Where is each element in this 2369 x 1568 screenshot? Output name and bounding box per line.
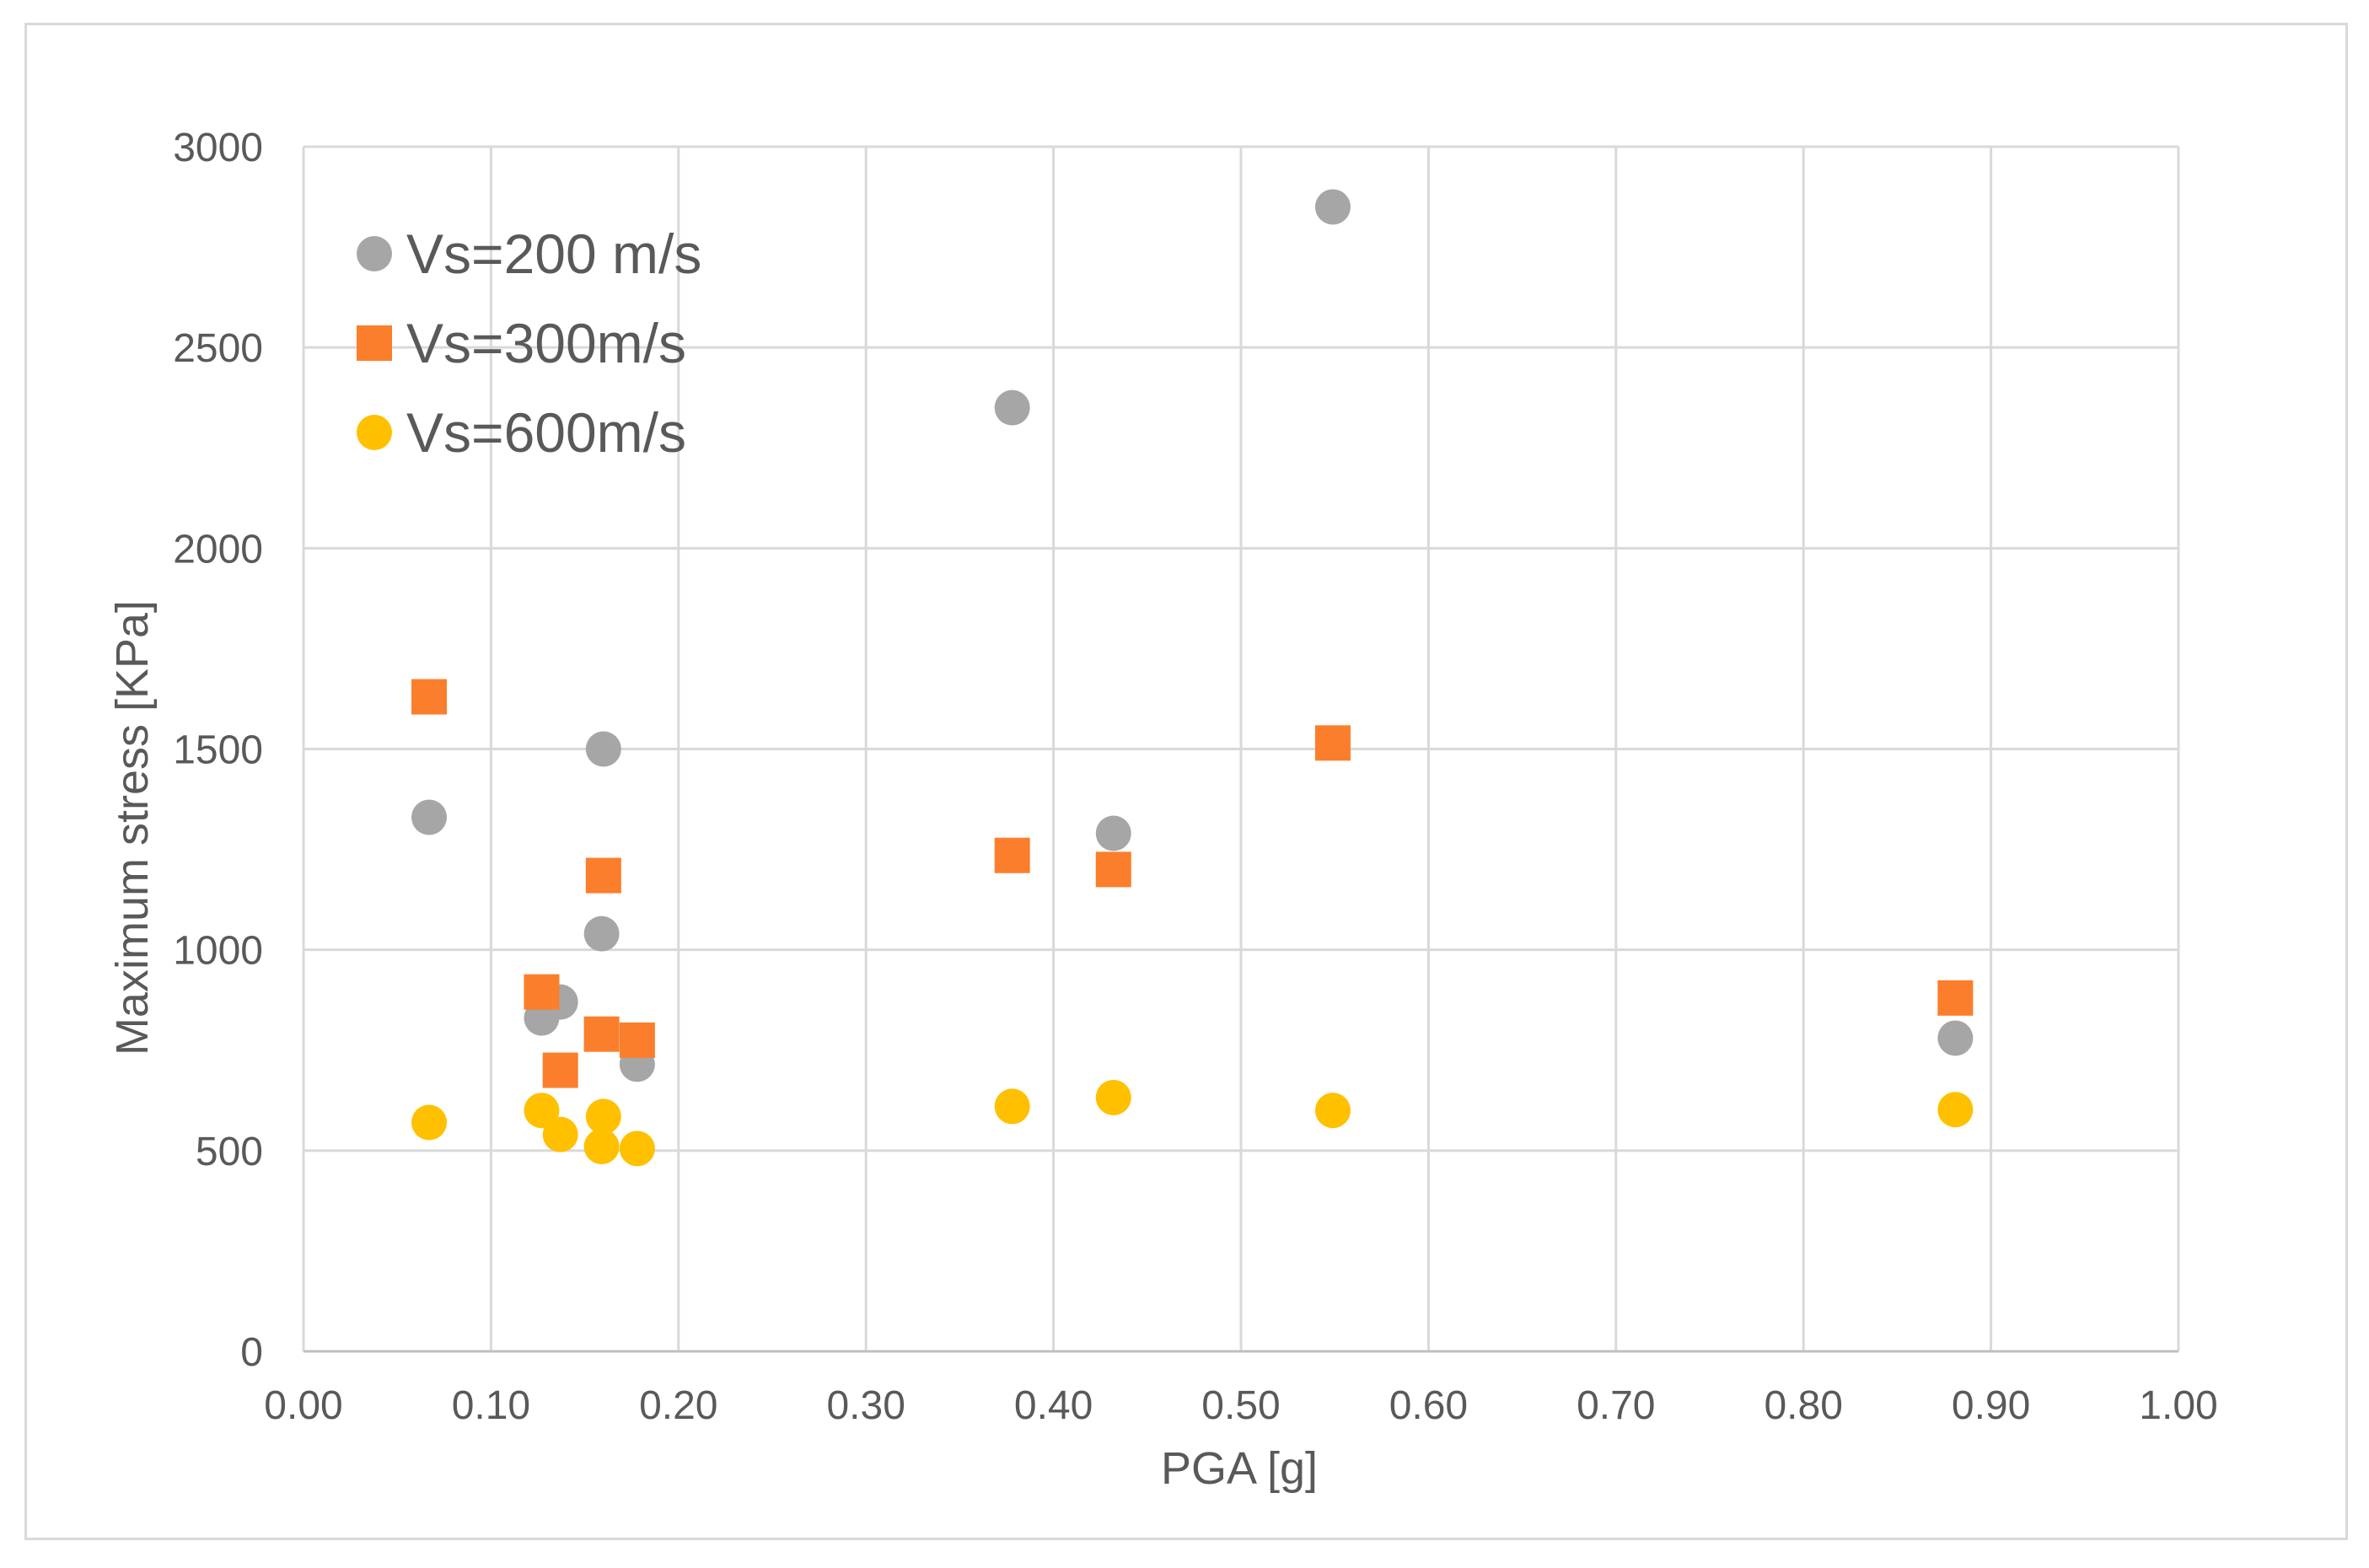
point-vs-200-m-s	[583, 916, 620, 952]
y-tick-label: 500	[196, 1130, 263, 1174]
y-tick-label: 1000	[173, 929, 263, 974]
point-vs-600m-s	[411, 1104, 448, 1141]
point-vs-300m-s	[411, 679, 448, 715]
point-vs-200-m-s	[994, 389, 1030, 426]
y-tick-label: 2500	[173, 326, 263, 371]
legend-label-vs-300m-s: Vs=300m/s	[406, 312, 686, 374]
legend-marker-vs-200-m-s	[357, 236, 392, 271]
point-vs-600m-s	[542, 1116, 578, 1152]
x-tick-label: 0.60	[1389, 1383, 1468, 1428]
legend-label-vs-200-m-s: Vs=200 m/s	[406, 223, 701, 285]
point-vs-300m-s	[994, 837, 1030, 873]
y-axis-title: Maximum stress [KPa]	[107, 600, 158, 1055]
point-vs-300m-s	[1095, 851, 1131, 888]
y-tick-label: 1500	[173, 728, 263, 773]
point-vs-300m-s	[542, 1052, 578, 1088]
y-tick-label: 0	[240, 1330, 263, 1375]
chart-frame	[24, 23, 2348, 1540]
point-vs-300m-s	[524, 974, 560, 1010]
x-tick-label: 0.50	[1201, 1383, 1280, 1428]
y-tick-label: 2000	[173, 527, 263, 572]
point-vs-600m-s	[1095, 1079, 1131, 1115]
point-vs-300m-s	[619, 1022, 655, 1058]
x-tick-label: 0.70	[1577, 1383, 1655, 1428]
x-axis-title: PGA [g]	[1161, 1443, 1318, 1494]
point-vs-600m-s	[619, 1130, 655, 1167]
x-tick-label: 0.00	[264, 1383, 342, 1428]
point-vs-300m-s	[585, 857, 621, 894]
legend-marker-vs-300m-s	[357, 325, 392, 361]
x-tick-label: 0.90	[1952, 1383, 2030, 1428]
point-vs-600m-s	[1937, 1092, 1974, 1128]
legend-marker-vs-600m-s	[357, 415, 392, 450]
point-vs-600m-s	[1314, 1093, 1351, 1129]
point-vs-300m-s	[1937, 980, 1974, 1016]
point-vs-600m-s	[524, 1093, 560, 1129]
point-vs-200-m-s	[585, 731, 621, 767]
tick-labels: 0.00 0.10 0.20 0.30 0.40 0.50 0.60 0.70 0.80 0.90…	[173, 126, 2217, 1428]
point-vs-300m-s	[583, 1016, 620, 1052]
x-tick-label: 0.80	[1764, 1383, 1842, 1428]
point-vs-200-m-s	[1937, 1020, 1974, 1056]
x-tick-label: 1.00	[2139, 1383, 2217, 1428]
point-vs-200-m-s	[411, 799, 448, 835]
legend: Vs=200 m/s Vs=300m/s Vs=600m/s	[357, 223, 701, 464]
point-vs-600m-s	[585, 1098, 621, 1135]
x-tick-label: 0.30	[826, 1383, 905, 1428]
point-vs-600m-s	[583, 1129, 620, 1165]
data-points	[411, 189, 1974, 1167]
x-tick-label: 0.20	[639, 1383, 717, 1428]
point-vs-200-m-s	[1314, 189, 1351, 225]
x-tick-label: 0.10	[452, 1383, 530, 1428]
point-vs-600m-s	[994, 1088, 1030, 1125]
point-vs-300m-s	[1314, 725, 1351, 761]
legend-label-vs-600m-s: Vs=600m/s	[406, 401, 686, 464]
y-tick-label: 3000	[173, 126, 263, 170]
x-tick-label: 0.40	[1014, 1383, 1093, 1428]
point-vs-200-m-s	[1095, 815, 1131, 851]
